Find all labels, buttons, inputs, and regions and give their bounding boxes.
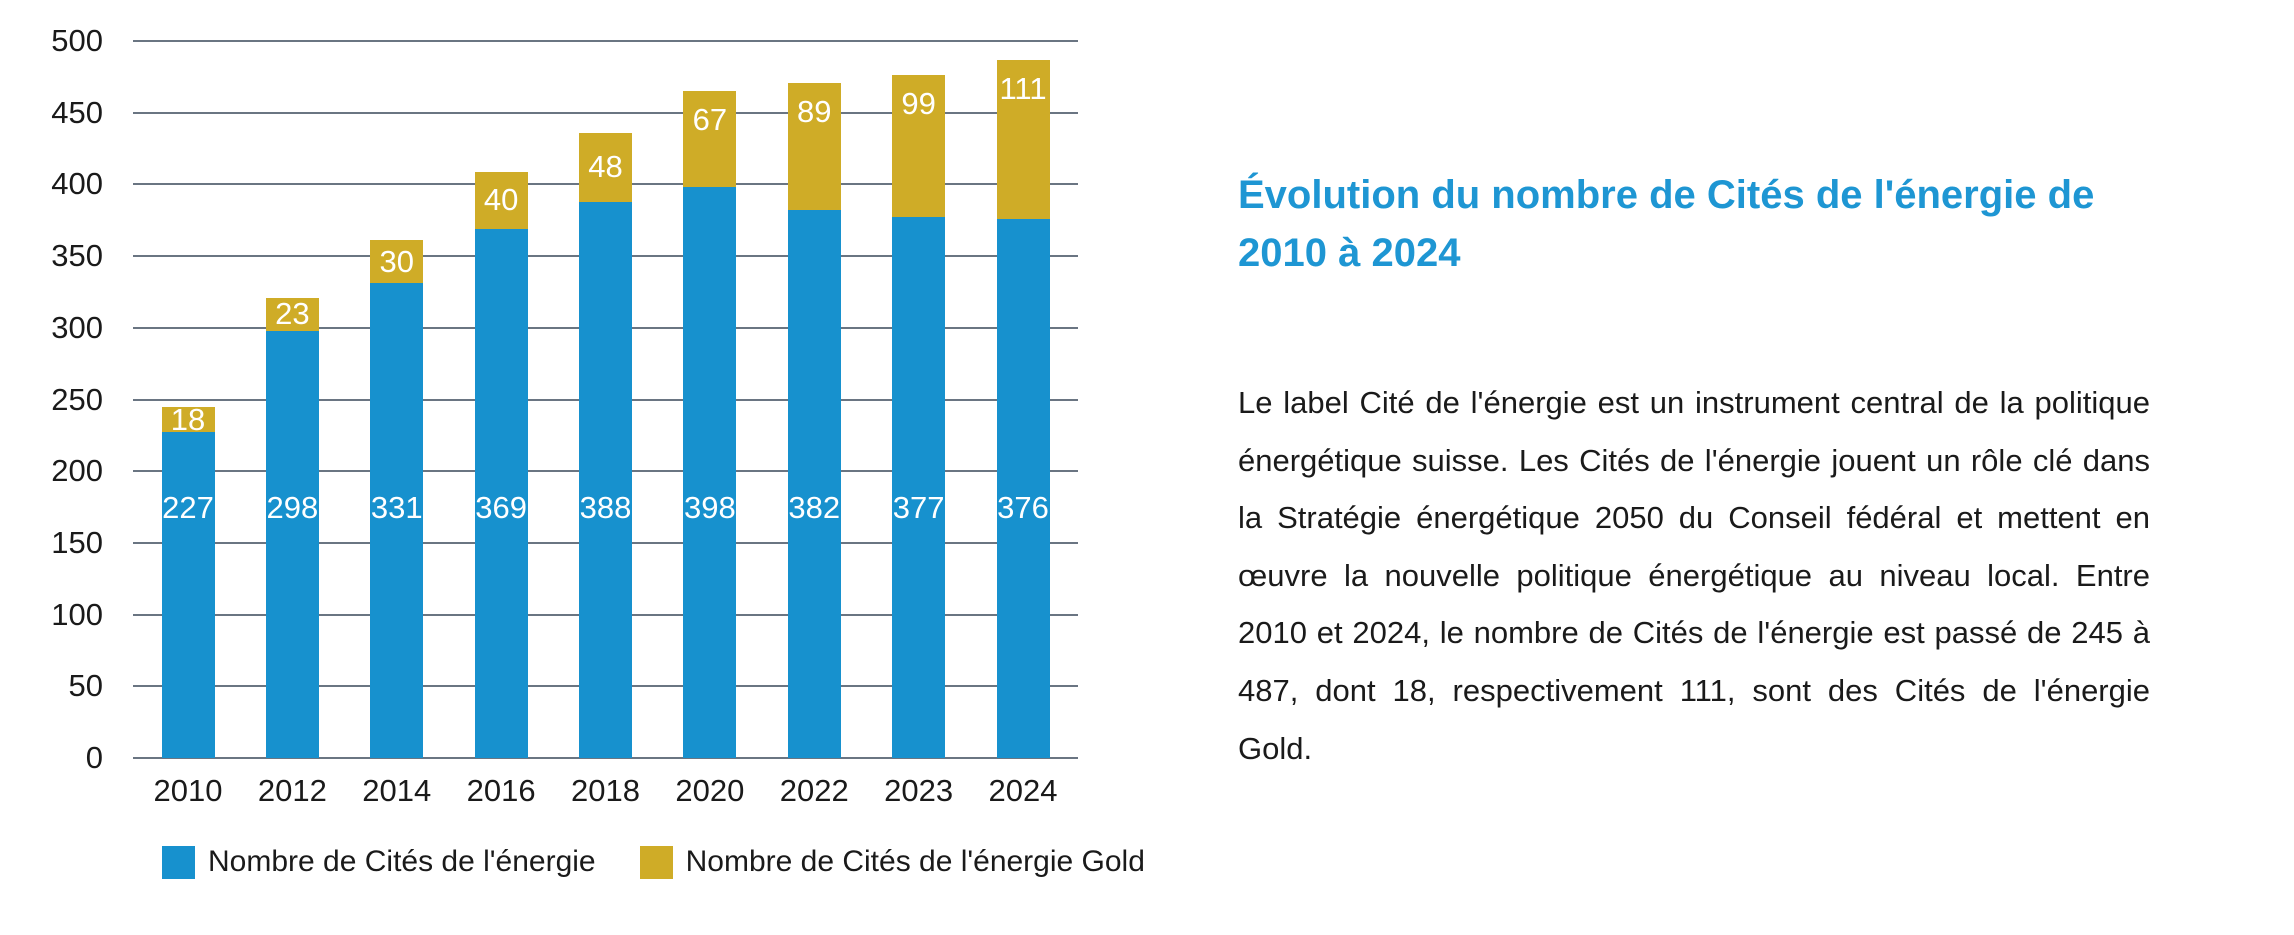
bar-value-standard-2020: 398 [684, 490, 736, 525]
bar-value-gold-2023: 99 [901, 86, 936, 122]
y-axis-tick-label-0: 0 [85, 740, 103, 775]
x-axis-label-2012: 2012 [257, 773, 327, 808]
bar-segment-gold-2023: 99 [892, 75, 946, 218]
bar-value-standard-2018: 388 [579, 490, 632, 525]
bar-segment-standard-2022 [787, 210, 841, 758]
y-axis-tick-label-350: 350 [51, 238, 103, 274]
bar-group-2024: 111 376 [996, 59, 1050, 758]
bar-value-gold-2014: 30 [379, 243, 414, 279]
bar-value-gold-2018: 48 [588, 149, 623, 185]
bar-value-gold-2024: 111 [999, 70, 1047, 106]
bar-group-2018: 48 388 [579, 132, 632, 758]
bar-segment-gold-2020: 67 [683, 91, 737, 188]
y-axis-tick-label-200: 200 [51, 453, 103, 489]
bar-segment-gold-2018: 48 [579, 132, 632, 202]
y-axis-tick-label-450: 450 [51, 94, 103, 130]
bar-segment-standard-2018 [579, 201, 632, 758]
bar-group-2014: 30 331 [370, 240, 424, 758]
bar-value-standard-2016: 369 [475, 490, 527, 525]
x-axis-label-2010: 2010 [153, 773, 223, 808]
legend-label-gold: Nombre de Cités de l'énergie Gold [685, 845, 1145, 878]
bar-segment-gold-2022: 89 [787, 82, 841, 211]
grid-line-450 [133, 111, 1078, 114]
bar-segment-gold-2024: 111 [996, 59, 1050, 219]
legend-swatch-gold [639, 845, 673, 879]
bar-value-standard-2014: 331 [370, 490, 423, 525]
bar-group-2010: 18 227 [161, 402, 215, 758]
x-axis-label-2024: 2024 [988, 773, 1058, 808]
article-body: Le label Cité de l'énergie est un instru… [1238, 385, 2150, 766]
legend-label-standard: Nombre de Cités de l'énergie [208, 845, 596, 878]
bar-value-standard-2010: 227 [162, 490, 214, 525]
bar-segment-gold-2016: 40 [474, 171, 528, 229]
bar-segment-gold-2012: 23 [265, 296, 319, 332]
bar-value-gold-2010: 18 [170, 401, 206, 437]
y-axis-tick-label-400: 400 [51, 166, 103, 202]
bar-group-2023: 99 377 [892, 75, 946, 758]
bar-value-gold-2022: 89 [797, 93, 832, 129]
y-axis-tick-label-500: 500 [51, 23, 103, 58]
legend-item-gold: Nombre de Cités de l'énergie Gold [639, 845, 1145, 879]
bar-segment-standard-2014 [370, 283, 424, 758]
bar-value-gold-2012: 23 [275, 296, 310, 332]
y-axis-tick-label-150: 150 [51, 524, 103, 560]
bar-segment-gold-2010: 18 [161, 402, 215, 436]
x-axis-label-2022: 2022 [779, 773, 849, 808]
bar-segment-standard-2016 [474, 228, 528, 758]
chart-plot-area: 18 227 23 298 30 331 40 369 48 388 67 398 89 382 99 377… [133, 40, 1078, 759]
bar-group-2012: 23 298 [265, 296, 319, 758]
bar-segment-standard-2010 [161, 432, 215, 758]
x-axis-label-2023: 2023 [884, 773, 954, 808]
chart-legend: Nombre de Cités de l'énergie Nombre de Ci… [162, 845, 1145, 879]
bar-segment-standard-2024 [996, 218, 1050, 758]
y-axis-tick-label-250: 250 [51, 381, 103, 417]
legend-swatch-standard [162, 845, 195, 879]
bar-segment-gold-2014: 30 [370, 240, 424, 284]
bar-group-2022: 89 382 [787, 82, 841, 758]
bar-value-standard-2023: 377 [892, 490, 945, 525]
bar-group-2016: 40 369 [474, 171, 528, 758]
article: Évolution du nombre de Cités de l'énergi… [1238, 166, 2150, 777]
bar-segment-standard-2023 [892, 217, 946, 758]
energy-cities-stacked-bar-chart: 18 227 23 298 30 331 40 369 48 388 67 398 89 382 99 377… [0, 0, 1145, 935]
x-axis-label-2018: 2018 [571, 773, 640, 808]
x-axis-label-2014: 2014 [362, 773, 432, 808]
grid-line-500 [133, 40, 1078, 42]
bar-value-gold-2016: 40 [483, 182, 519, 218]
legend-item-standard: Nombre de Cités de l'énergie [162, 845, 596, 879]
article-title: Évolution du nombre de Cités de l'énergi… [1238, 173, 2095, 275]
y-axis-tick-label-50: 50 [68, 668, 103, 704]
x-axis-label-2020: 2020 [675, 773, 745, 808]
bar-value-standard-2024: 376 [997, 490, 1049, 525]
bar-value-standard-2012: 298 [266, 490, 319, 525]
bar-value-gold-2020: 67 [692, 102, 728, 138]
bar-value-standard-2022: 382 [788, 490, 841, 525]
y-axis-tick-label-300: 300 [51, 309, 103, 345]
x-axis-label-2016: 2016 [466, 773, 536, 808]
bar-segment-standard-2012 [265, 330, 319, 758]
grid-line-0 [133, 757, 1078, 759]
y-axis-tick-label-100: 100 [51, 596, 103, 632]
bar-segment-standard-2020 [683, 187, 737, 758]
bar-group-2020: 67 398 [683, 91, 737, 758]
